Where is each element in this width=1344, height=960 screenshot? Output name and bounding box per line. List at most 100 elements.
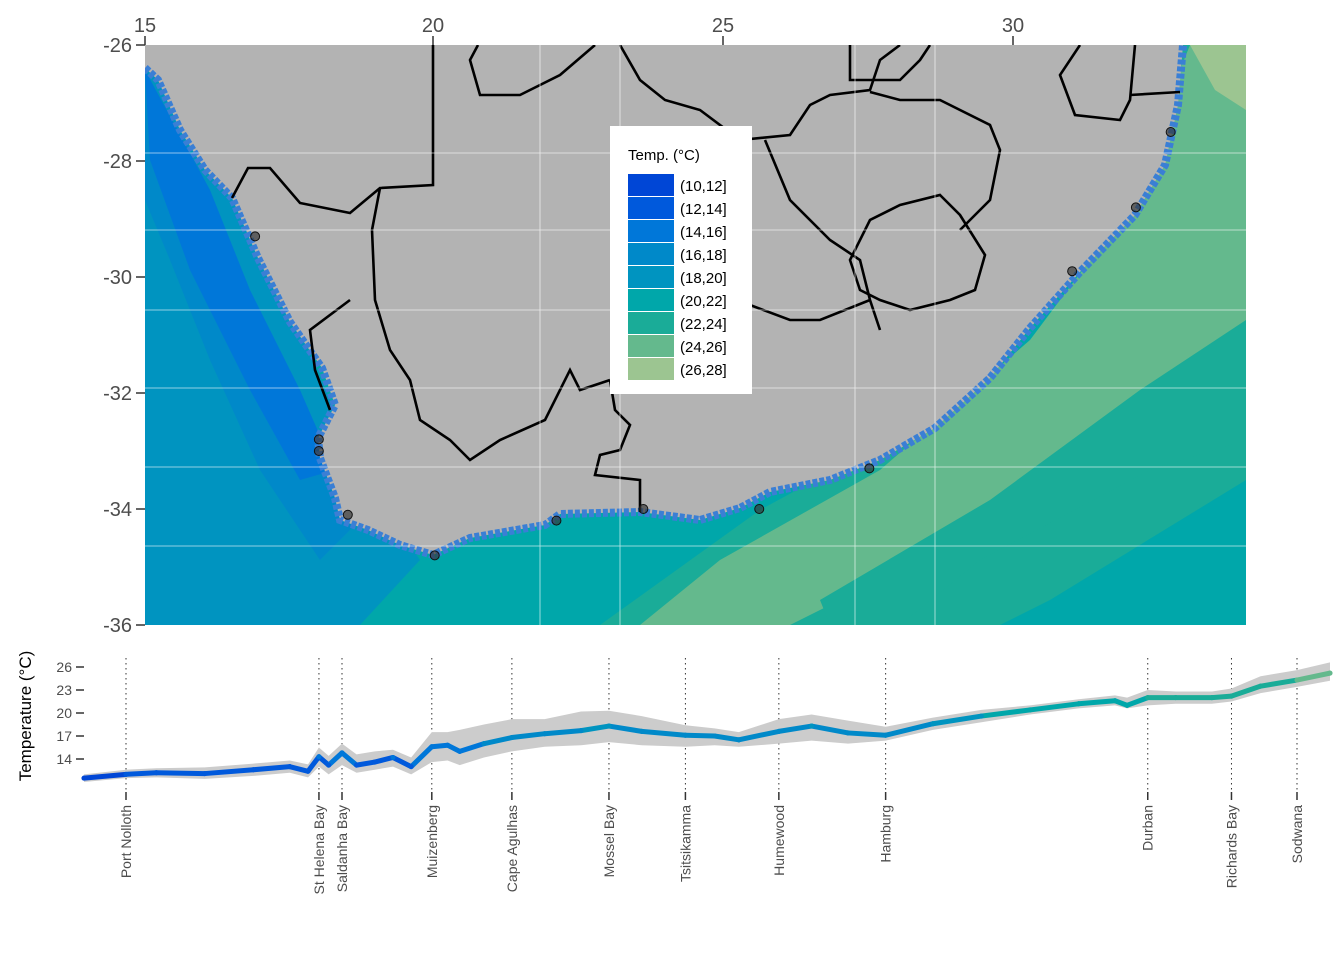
temperature-point [930,721,936,727]
temperature-point [457,748,463,754]
svg-text:14: 14 [56,751,72,767]
legend-item-7: (24,26] [628,335,727,357]
temperature-point [978,713,984,719]
map-station-tsitsikamma [638,504,649,514]
temperature-point [578,728,584,734]
line-y-tick-23: 23 [56,682,84,698]
map-x-tick-20: 20 [422,15,444,45]
temperature-segment [712,733,742,743]
legend-swatch [628,312,674,334]
temperature-segment [578,723,612,734]
temperature-segment [1294,670,1333,683]
line-y-tick-26: 26 [56,659,84,675]
legend-items: (10,12] (12,14] (14,16] (16,18] (18,20] (20,2… [628,174,727,380]
map-panel: 15 20 25 30 -26 -28 -30 -32 -34 -36 Temp… [103,15,1246,637]
temperature-point [1209,695,1215,701]
temperature-point [1228,693,1234,699]
temperature-point [1258,683,1264,689]
temperature-segment [339,750,360,768]
svg-text:-30: -30 [103,267,132,289]
temperature-point [445,742,451,748]
legend-swatch [628,289,674,311]
temperature-point [390,754,396,760]
temperature-point [845,730,851,736]
temperature-line [81,670,1333,781]
ocean-zone-26-28 [1190,45,1246,110]
legend-label: (22,24] [680,316,727,333]
temperature-segment [883,721,936,738]
map-y-tick-28: -28 [103,151,145,173]
map-station-saldanha-bay [313,446,324,456]
station-label-cape-agulhas: Cape Agulhas [504,805,520,892]
legend-item-1: (12,14] [628,197,727,219]
temperature-point [1076,701,1082,707]
temperature-segment [509,731,548,741]
temperature-segment [153,770,208,777]
temperature-point [736,737,742,743]
map-y-tick-32: -32 [103,383,145,405]
temperature-segment [481,735,515,747]
temperature-segment [1124,695,1151,708]
map-x-tick-30: 30 [1002,15,1024,45]
station-label-mossel-bay: Mossel Bay [601,805,617,877]
temperature-point [153,770,159,776]
legend-swatch [628,197,674,219]
temperature-point [606,723,612,729]
temperature-segment [776,723,815,734]
temperature-segment [1228,683,1264,699]
temperature-point [542,731,548,737]
map-y-tick-36: -36 [103,615,145,637]
temperature-segment [1258,677,1300,689]
legend-label: (10,12] [680,178,727,195]
legend-item-4: (18,20] [628,266,727,288]
temperature-segment [1076,698,1118,707]
map-station-markers [250,127,1176,561]
temperature-segment [930,713,984,727]
svg-text:-34: -34 [103,499,132,521]
temperature-point [1145,695,1151,701]
legend-item-3: (16,18] [628,243,727,265]
legend-label: (24,26] [680,339,727,356]
legend-label: (16,18] [680,247,727,264]
temperature-point [1112,698,1118,704]
temperature-point [305,768,311,774]
legend-swatch [628,358,674,380]
station-label-muizenberg: Muizenberg [424,805,440,878]
temperature-point [429,744,435,750]
legend-item-0: (10,12] [628,174,727,196]
station-label-hamburg: Hamburg [878,805,894,863]
legend-label: (12,14] [680,201,727,218]
temperature-segment [390,754,414,770]
temperature-segment [845,730,889,738]
line-y-axis: 26 23 20 17 14 [56,659,84,767]
svg-text:20: 20 [422,15,444,37]
temperature-point [809,723,815,729]
svg-text:30: 30 [1002,15,1024,37]
temperature-point [372,759,378,765]
ocean-zone-22-24-core [820,320,1246,625]
map-x-axis: 15 20 25 30 [134,15,1024,45]
map-station-port-nolloth [250,231,261,242]
map-y-tick-30: -30 [103,267,145,289]
line-y-axis-label: Temperature (°C) [16,651,35,782]
temperature-segment [354,759,378,768]
line-y-tick-17: 17 [56,728,84,744]
legend-title: Temp. (°C) [628,147,700,164]
station-label-durban: Durban [1140,805,1156,851]
temperature-point [639,728,645,734]
legend-item-6: (22,24] [628,312,727,334]
temperature-segment [202,767,256,777]
svg-text:20: 20 [56,705,72,721]
confidence-band [84,662,1330,782]
temperature-segment [682,732,718,739]
station-label-tsitsikamma: Tsitsikamma [677,805,693,882]
line-y-tick-14: 14 [56,751,84,767]
map-y-tick-26: -26 [103,35,145,57]
svg-text:15: 15 [134,15,156,37]
temperature-point [326,762,332,768]
temperature-segment [81,771,129,781]
temperature-segment [250,764,293,773]
legend-swatch [628,335,674,357]
temperature-segment [736,728,782,743]
svg-text:-32: -32 [103,383,132,405]
